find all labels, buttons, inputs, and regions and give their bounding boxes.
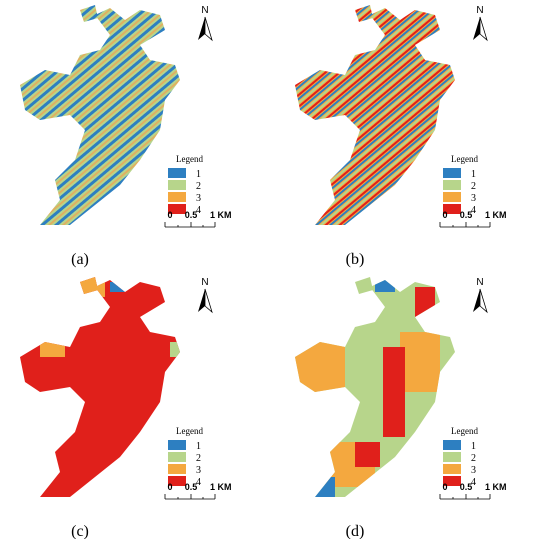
legend-label: 4	[196, 205, 201, 216]
scale-label: 1 KM	[485, 210, 507, 220]
legend-swatch	[168, 204, 186, 214]
legend-title: Legend	[451, 426, 478, 436]
legend-label: 4	[471, 477, 476, 488]
scale-label: 1 KM	[485, 482, 507, 492]
legend-swatch	[443, 192, 461, 202]
north-arrow	[473, 17, 480, 40]
legend-swatch	[443, 476, 461, 486]
north-arrow	[479, 16, 488, 42]
legend-swatch	[168, 464, 186, 474]
scale-label: 0	[442, 210, 447, 220]
class-patch	[295, 342, 345, 392]
legend-label: 1	[196, 169, 201, 180]
land-area	[20, 5, 180, 225]
scale-bar	[164, 494, 216, 500]
class-patch	[75, 277, 105, 297]
scale-bar	[439, 222, 491, 228]
legend-label: 4	[196, 477, 201, 488]
legend-label: 4	[471, 205, 476, 216]
legend-swatch	[443, 440, 461, 450]
legend-title: Legend	[176, 426, 203, 436]
legend-label: 1	[471, 441, 476, 452]
class-patch	[40, 342, 65, 357]
scale-label: 0.5	[185, 210, 198, 220]
scale-label: 1 KM	[210, 482, 232, 492]
legend-swatch	[168, 452, 186, 462]
north-arrow	[198, 289, 205, 312]
scale-label: 0.5	[460, 210, 473, 220]
class-patch	[315, 477, 335, 497]
scale-bar	[439, 494, 491, 500]
scale-label: 0.5	[460, 482, 473, 492]
scale-label: 0.5	[185, 482, 198, 492]
panel-label: (a)	[71, 251, 89, 268]
north-label: N	[201, 5, 208, 16]
north-arrow	[204, 288, 213, 314]
land-area	[295, 5, 455, 225]
legend-swatch	[168, 180, 186, 190]
class-patch	[400, 332, 440, 392]
north-arrow	[479, 288, 488, 314]
legend-label: 1	[471, 169, 476, 180]
legend-label: 3	[471, 193, 476, 204]
scale-bar	[164, 222, 216, 228]
panel-label: (c)	[71, 523, 89, 539]
class-patch	[375, 277, 395, 292]
legend-label: 1	[196, 441, 201, 452]
legend-label: 2	[196, 181, 201, 192]
north-arrow	[473, 289, 480, 312]
legend-label: 2	[471, 453, 476, 464]
north-label: N	[476, 277, 483, 288]
legend-swatch	[168, 192, 186, 202]
legend-swatch	[443, 180, 461, 190]
scale-label: 0	[167, 210, 172, 220]
legend-swatch	[443, 452, 461, 462]
legend-swatch	[443, 204, 461, 214]
north-label: N	[201, 277, 208, 288]
legend-swatch	[168, 168, 186, 178]
class-patch	[110, 282, 125, 292]
north-label: N	[476, 5, 483, 16]
legend-swatch	[443, 168, 461, 178]
legend-title: Legend	[451, 154, 478, 164]
legend-swatch	[168, 476, 186, 486]
class-patch	[170, 342, 180, 357]
legend-label: 3	[471, 465, 476, 476]
legend-label: 3	[196, 193, 201, 204]
class-patch	[415, 287, 435, 317]
panel-label: (b)	[346, 251, 365, 268]
legend-label: 2	[196, 453, 201, 464]
legend-title: Legend	[176, 154, 203, 164]
legend-swatch	[443, 464, 461, 474]
scale-label: 0	[167, 482, 172, 492]
north-arrow	[198, 17, 205, 40]
legend-label: 3	[196, 465, 201, 476]
legend-label: 2	[471, 181, 476, 192]
scale-label: 1 KM	[210, 210, 232, 220]
north-arrow	[204, 16, 213, 42]
legend-swatch	[168, 440, 186, 450]
land-area	[20, 277, 180, 497]
scale-label: 0	[442, 482, 447, 492]
class-patch	[383, 347, 405, 437]
class-patch	[355, 442, 380, 467]
panel-label: (d)	[346, 523, 365, 539]
